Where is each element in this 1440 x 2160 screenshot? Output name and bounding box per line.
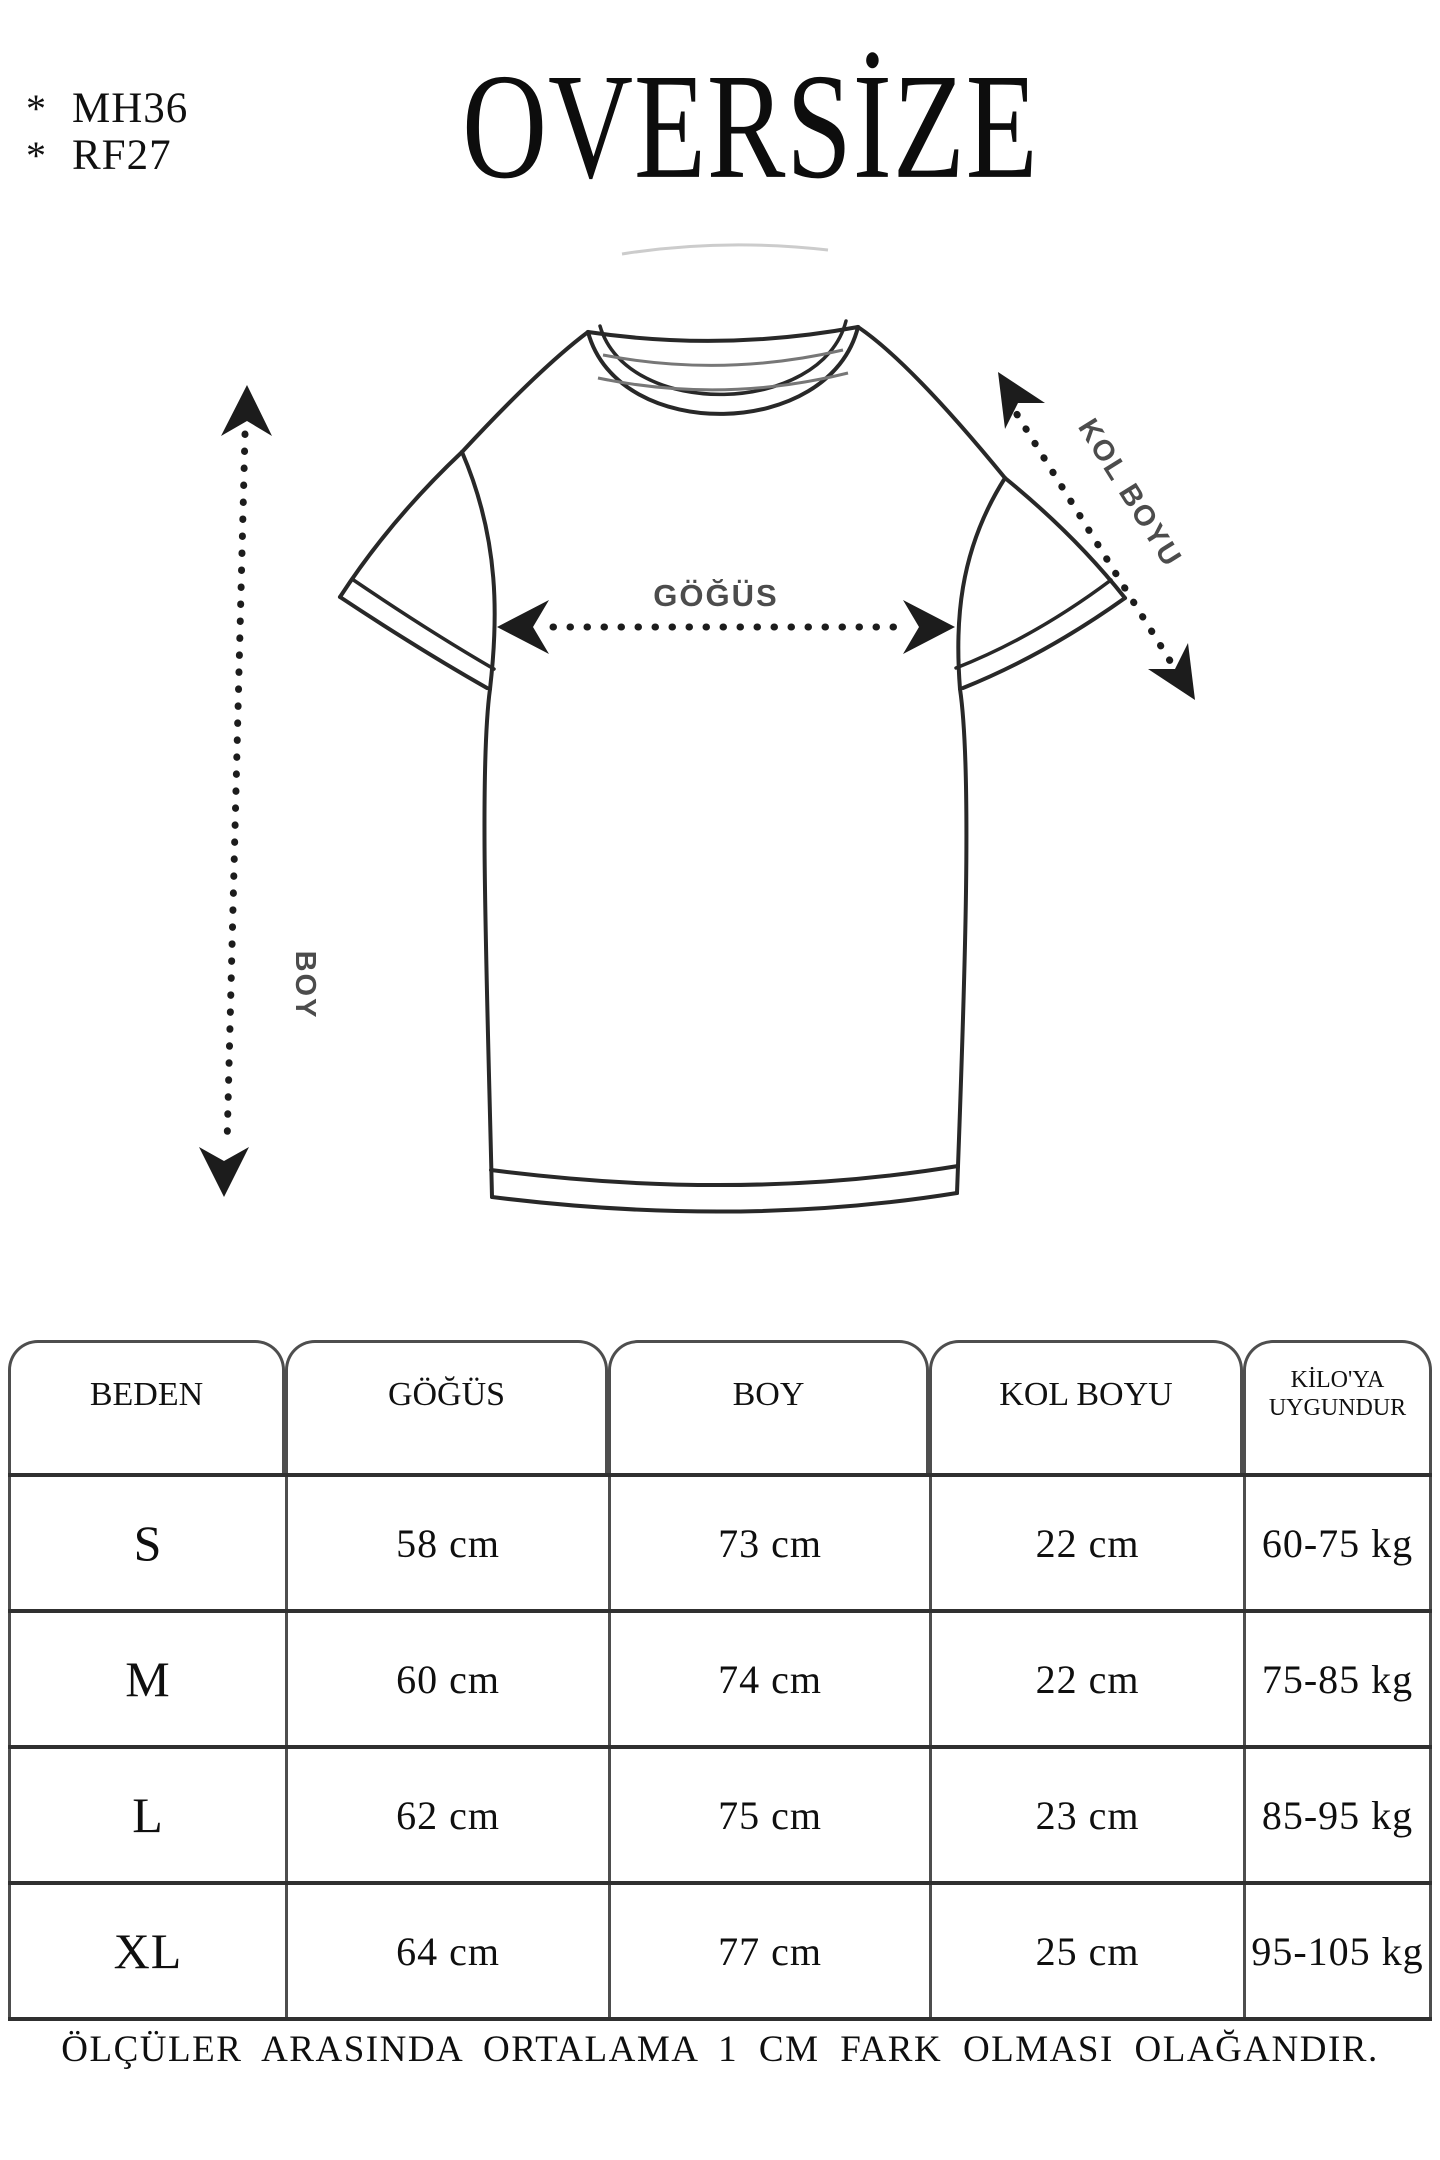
product-code-line: * MH36 xyxy=(26,84,189,132)
cell-sleeve: 22 cm xyxy=(929,1613,1243,1745)
length-arrow xyxy=(199,385,272,1197)
size-table-body: S 58 cm 73 cm 22 cm 60-75 kg M 60 cm 74 … xyxy=(8,1473,1432,2021)
cell-size: XL xyxy=(8,1885,285,2017)
measurement-disclaimer: ÖLÇÜLER ARASINDA ORTALAMA 1 CM FARK OLMA… xyxy=(61,2029,1379,2070)
product-code: RF27 xyxy=(72,132,172,179)
cell-chest: 62 cm xyxy=(285,1749,608,1881)
sleeve-arrow xyxy=(998,372,1195,700)
page-title-wrap: OVERSİZE xyxy=(30,40,1440,210)
cell-chest: 64 cm xyxy=(285,1885,608,2017)
cell-weight: 85-95 kg xyxy=(1243,1749,1432,1881)
chest-label: GÖĞÜS xyxy=(653,578,778,613)
cell-chest: 60 cm xyxy=(285,1613,608,1745)
column-header-boy: BOY xyxy=(608,1340,929,1473)
cell-length: 77 cm xyxy=(608,1885,929,2017)
cell-size: M xyxy=(8,1613,285,1745)
column-header-kiloya-uygundur: KİLO'YA UYGUNDUR xyxy=(1243,1340,1432,1473)
cell-length: 74 cm xyxy=(608,1613,929,1745)
length-label: BOY xyxy=(289,951,321,1020)
tshirt-measurement-diagram: GÖĞÜS KOL BOYU BOY xyxy=(199,243,1195,1214)
tshirt-backcollar-ghost xyxy=(621,243,829,256)
cell-weight: 75-85 kg xyxy=(1243,1613,1432,1745)
cell-sleeve: 22 cm xyxy=(929,1477,1243,1609)
page-title: OVERSİZE xyxy=(461,42,1039,210)
chest-arrow xyxy=(497,600,955,654)
table-row: M 60 cm 74 cm 22 cm 75-85 kg xyxy=(8,1609,1432,1745)
sleeve-label: KOL BOYU xyxy=(1071,413,1187,573)
cell-size: L xyxy=(8,1749,285,1881)
column-header-kol-boyu: KOL BOYU xyxy=(929,1340,1243,1473)
cell-length: 73 cm xyxy=(608,1477,929,1609)
asterisk-bullet: * xyxy=(26,86,47,131)
product-code-line: * RF27 xyxy=(26,131,188,179)
cell-weight: 60-75 kg xyxy=(1243,1477,1432,1609)
table-row: L 62 cm 75 cm 23 cm 85-95 kg xyxy=(8,1745,1432,1881)
column-header-beden: BEDEN xyxy=(8,1340,285,1473)
cell-sleeve: 25 cm xyxy=(929,1885,1243,2017)
tshirt-outline xyxy=(338,319,1127,1214)
column-header-gogus: GÖĞÜS xyxy=(285,1340,608,1473)
product-codes: * MH36 * RF27 xyxy=(26,84,189,179)
size-table-header: BEDEN GÖĞÜS BOY KOL BOYU KİLO'YA UYGUNDU… xyxy=(8,1340,1432,1473)
cell-length: 75 cm xyxy=(608,1749,929,1881)
collar-ribbing xyxy=(597,348,849,392)
cell-sleeve: 23 cm xyxy=(929,1749,1243,1881)
cell-weight: 95-105 kg xyxy=(1243,1885,1432,2017)
product-code: MH36 xyxy=(72,85,189,132)
table-row: S 58 cm 73 cm 22 cm 60-75 kg xyxy=(8,1473,1432,1609)
size-table: BEDEN GÖĞÜS BOY KOL BOYU KİLO'YA UYGUNDU… xyxy=(8,1340,1432,2021)
table-row: XL 64 cm 77 cm 25 cm 95-105 kg xyxy=(8,1881,1432,2017)
cell-size: S xyxy=(8,1477,285,1609)
asterisk-bullet: * xyxy=(26,133,47,178)
cell-chest: 58 cm xyxy=(285,1477,608,1609)
